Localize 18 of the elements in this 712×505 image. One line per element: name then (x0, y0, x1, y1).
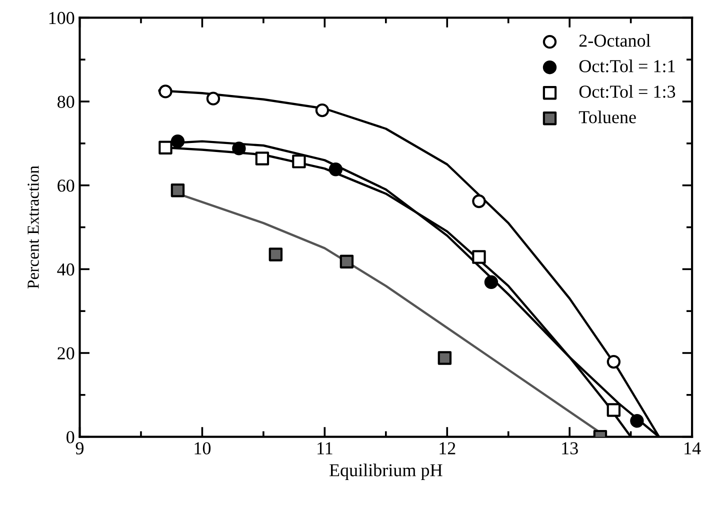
x-tick-label: 12 (440, 442, 456, 454)
x-tick-label: 11 (318, 442, 332, 454)
y-tick-label: 60 (58, 180, 74, 192)
legend-label: Oct:Tol = 1:1 (579, 60, 675, 72)
y-axis-title: Percent Extraction (28, 166, 39, 289)
y-tick-label: 40 (57, 263, 74, 276)
x-tick-label: 9 (76, 442, 84, 454)
legend-label: 2-Octanol (579, 34, 650, 47)
x-tick-label: 10 (194, 442, 211, 454)
y-tick-label: 20 (58, 347, 74, 360)
y-tick-label: 100 (49, 12, 74, 24)
y-tick-label: 80 (58, 96, 74, 108)
x-tick-label: 14 (684, 442, 701, 454)
y-tick-label: 0 (66, 431, 74, 444)
legend-label: Toluene (578, 110, 636, 124)
x-tick-label: 13 (562, 442, 578, 454)
legend-label: Oct:Tol = 1:3 (579, 85, 676, 98)
x-axis-title: Equilibrium pH (330, 464, 442, 480)
